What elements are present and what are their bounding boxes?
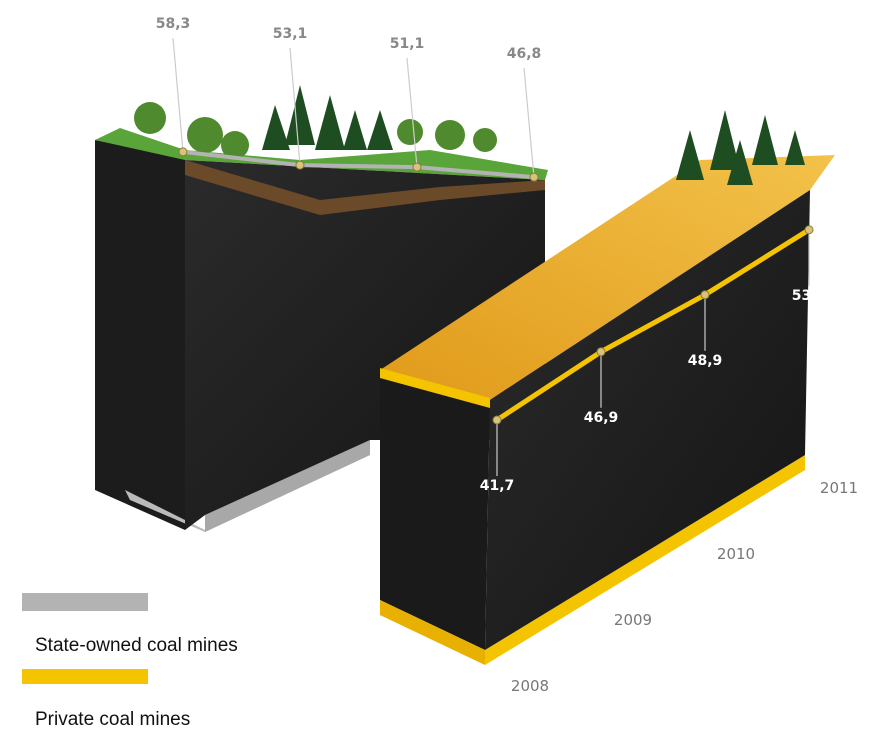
value-label: 41,7 bbox=[480, 478, 515, 494]
data-point bbox=[492, 415, 502, 425]
leader-line bbox=[406, 57, 418, 168]
value-label: 46,9 bbox=[584, 410, 619, 426]
data-point bbox=[412, 162, 422, 172]
value-label: 51,1 bbox=[390, 36, 425, 52]
x-tick-label: 2008 bbox=[511, 677, 549, 695]
legend-swatch bbox=[22, 669, 148, 684]
data-point bbox=[295, 160, 305, 170]
series-line bbox=[495, 227, 811, 423]
x-tick-label: 2011 bbox=[820, 479, 858, 497]
data-point bbox=[596, 347, 606, 357]
value-label: 46,8 bbox=[507, 46, 542, 62]
legend-label: State-owned coal mines bbox=[35, 635, 238, 656]
data-point bbox=[178, 147, 188, 157]
series-line bbox=[182, 149, 535, 180]
value-label: 58,3 bbox=[156, 16, 191, 32]
value-label: 53,2 bbox=[792, 288, 827, 304]
value-label: 53,1 bbox=[273, 26, 308, 42]
value-label: 48,9 bbox=[688, 353, 723, 369]
legend-label: Private coal mines bbox=[35, 709, 190, 729]
leader-line bbox=[172, 37, 184, 152]
private-block bbox=[380, 110, 835, 665]
data-point bbox=[529, 172, 539, 182]
data-point bbox=[804, 225, 814, 235]
legend-swatch bbox=[22, 593, 148, 611]
leader-line bbox=[523, 67, 535, 178]
leader-line bbox=[289, 47, 301, 166]
x-tick-label: 2010 bbox=[717, 545, 755, 563]
data-point bbox=[700, 290, 710, 300]
x-tick-label: 2009 bbox=[614, 611, 652, 629]
legend-bg bbox=[18, 615, 376, 667]
